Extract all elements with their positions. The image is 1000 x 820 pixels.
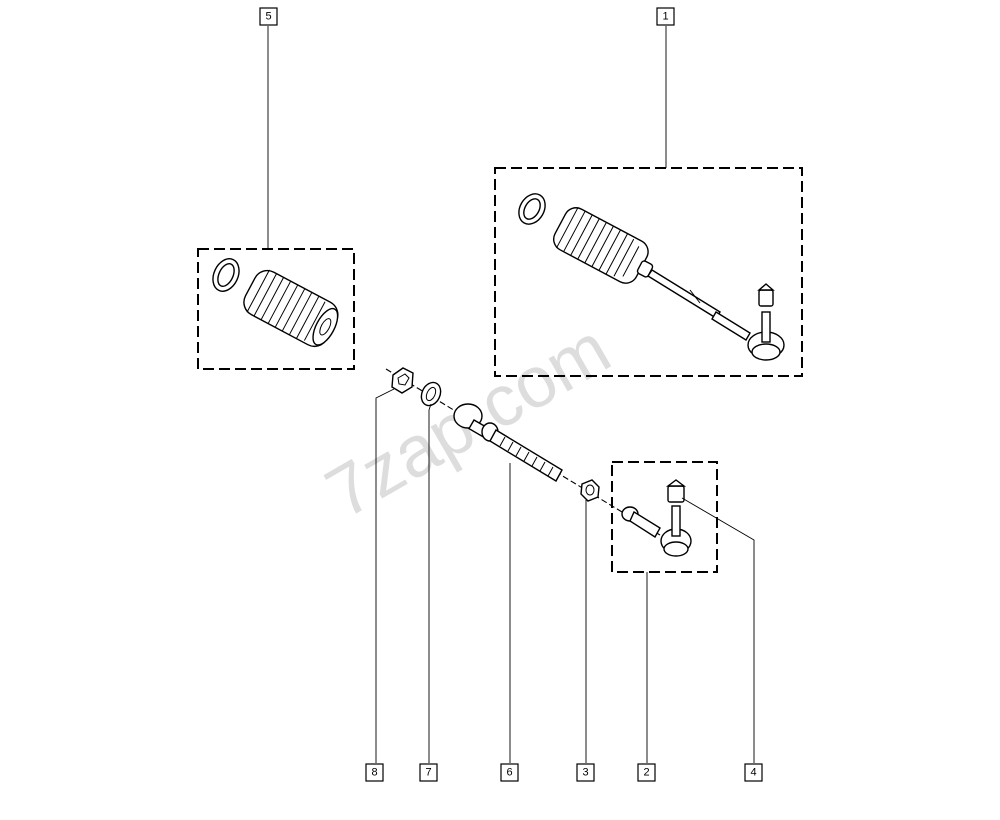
tie-rod-assembly [518, 193, 785, 361]
leader-4 [681, 497, 755, 763]
svg-text:4: 4 [750, 767, 756, 779]
svg-text:6: 6 [506, 767, 512, 779]
callout-3: 3 [576, 763, 595, 782]
assembly-axis [385, 368, 661, 536]
nut-part-4 [665, 479, 687, 503]
svg-text:3: 3 [582, 767, 588, 779]
callout-6: 6 [500, 763, 519, 782]
callout-7: 7 [419, 763, 438, 782]
group-box-2 [611, 461, 718, 573]
svg-text:2: 2 [643, 767, 649, 779]
washer-part-7 [420, 381, 442, 407]
leader-8 [375, 388, 395, 763]
group-box-1 [494, 167, 803, 377]
svg-text:1: 1 [662, 11, 668, 23]
callout-5: 5 [259, 7, 278, 26]
callout-2: 2 [637, 763, 656, 782]
nut-part-3 [580, 479, 600, 502]
callout-1: 1 [656, 7, 675, 26]
callout-4: 4 [744, 763, 763, 782]
inner-tie-rod-part-6 [453, 403, 563, 482]
tie-rod-end-part-2 [621, 505, 692, 557]
boot-kit [212, 258, 339, 348]
leader-7 [428, 403, 432, 763]
svg-text:5: 5 [265, 11, 271, 23]
svg-text:8: 8 [371, 767, 377, 779]
svg-text:7: 7 [425, 767, 431, 779]
clip-part-8 [391, 367, 414, 394]
callout-8: 8 [365, 763, 384, 782]
group-box-5 [197, 248, 355, 370]
